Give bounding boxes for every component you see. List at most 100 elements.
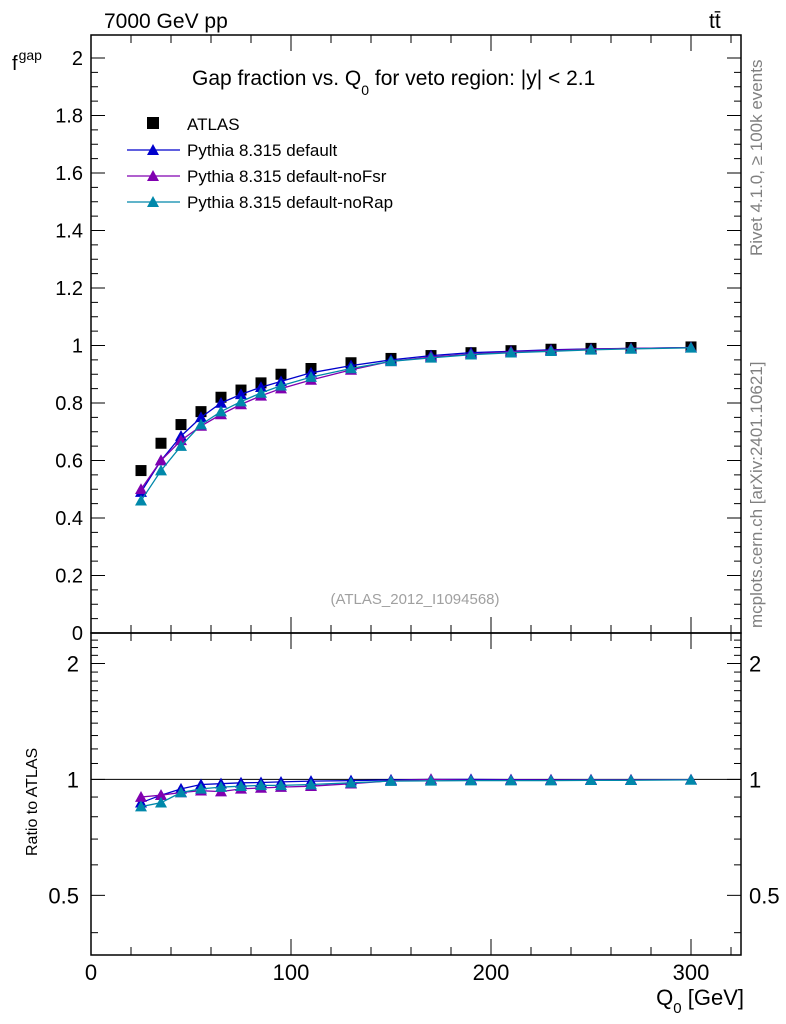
- ratio-point-noRap: [505, 774, 517, 786]
- main-y-tick-label: 0.2: [55, 566, 83, 588]
- main-point-noRap: [685, 341, 697, 353]
- source-label: mcplots.cern.ch [arXiv:2401.10621]: [747, 362, 766, 628]
- main-point-noRap: [155, 464, 167, 476]
- ratio-panel: 0.5 0.5 1 1 2 2 0 100 200 300 Ratio to ATLAS Q0 […: [24, 632, 780, 1017]
- main-y-tick-label: 0.8: [55, 393, 83, 415]
- main-point-atlas: [175, 419, 187, 431]
- ratio-y-tick-label-right: 2: [749, 651, 761, 676]
- ratio-point-noRap: [625, 774, 637, 786]
- ratio-point-noRap: [215, 781, 227, 792]
- main-point-noRap: [385, 355, 397, 367]
- main-point-noFsr: [155, 454, 167, 466]
- main-point-noRap: [255, 386, 267, 398]
- x-tick-label: 200: [473, 960, 510, 985]
- ratio-point-noRap: [305, 778, 317, 790]
- ratio-point-noRap: [385, 775, 397, 786]
- main-y-tick-label: 1: [72, 336, 83, 358]
- main-y-tick-label: 0.6: [55, 451, 83, 473]
- ratio-point-noRap: [685, 773, 697, 785]
- main-point-noRap: [215, 405, 227, 417]
- ratio-point-noRap: [545, 774, 557, 786]
- main-point-noRap: [465, 348, 477, 360]
- main-point-default: [195, 411, 207, 423]
- main-point-noRap: [195, 418, 207, 430]
- energy-label: 7000 GeV pp: [104, 10, 228, 33]
- main-point-default: [255, 381, 267, 392]
- main-series: [135, 341, 697, 506]
- legend-entry-default: Pythia 8.315 default: [127, 141, 338, 160]
- legend-marker-default: [147, 144, 159, 155]
- ratio-point-noRap: [425, 774, 437, 786]
- main-series-noRap: [135, 341, 697, 506]
- main-point-noRap: [235, 395, 247, 407]
- ratio-point-noRap: [345, 776, 357, 788]
- main-point-noRap: [425, 351, 437, 363]
- main-series-noFsr: [135, 341, 697, 495]
- legend: ATLAS Pythia 8.315 default Pythia 8.315 …: [127, 115, 393, 212]
- legend-label-norap: Pythia 8.315 default-noRap: [187, 193, 393, 212]
- main-y-tick-label: 1.2: [55, 278, 83, 300]
- main-line-default: [140, 346, 692, 493]
- ratio-y-tick-label-left: 1: [67, 767, 79, 792]
- x-tick-label: 0: [85, 960, 97, 985]
- ratio-point-noRap: [195, 782, 207, 794]
- ratio-y-tick-label-right: 0.5: [749, 883, 780, 908]
- ratio-series: [135, 773, 697, 812]
- main-point-atlas: [155, 437, 167, 449]
- x-tick-label: 100: [273, 960, 310, 985]
- ratio-y-axis-label: Ratio to ATLAS: [24, 748, 41, 856]
- main-point-atlas: [135, 465, 147, 477]
- legend-label-atlas: ATLAS: [187, 115, 240, 134]
- ratio-point-noRap: [135, 800, 147, 812]
- ratio-point-noRap: [155, 796, 167, 808]
- main-y-tick-label: 1.8: [55, 106, 83, 128]
- ratio-point-noFsr: [155, 789, 167, 800]
- x-tick-label: 300: [673, 960, 710, 985]
- legend-entry-nofsr: Pythia 8.315 default-noFsr: [127, 167, 387, 186]
- ratio-point-noRap: [275, 779, 287, 791]
- main-y-tick-label: 0: [72, 623, 83, 645]
- main-point-noRap: [305, 371, 317, 382]
- main-ticks: 0 0.2 0.4 0.6 0.8 1 1.2 1.4 1.6 1.8 2: [55, 35, 741, 645]
- main-point-noRap: [175, 440, 187, 451]
- main-point-noRap: [135, 494, 147, 506]
- main-point-default: [235, 388, 247, 400]
- legend-marker-atlas: [147, 117, 159, 129]
- analysis-watermark: (ATLAS_2012_I1094568): [330, 591, 499, 608]
- ratio-ticks: 0.5 0.5 1 1 2 2 0 100 200 300: [48, 633, 780, 985]
- main-y-tick-label: 1.4: [55, 221, 83, 243]
- main-point-atlas: [275, 368, 287, 380]
- main-y-axis-label: fgap: [12, 47, 42, 75]
- legend-label-default: Pythia 8.315 default: [187, 141, 338, 160]
- ratio-frame: [90, 632, 742, 956]
- main-point-default: [215, 397, 227, 408]
- ratio-point-noRap: [175, 786, 187, 798]
- main-point-noRap: [585, 343, 597, 355]
- rivet-version-label: Rivet 4.1.0, ≥ 100k events: [747, 60, 766, 256]
- main-point-noRap: [545, 345, 557, 357]
- main-point-noRap: [505, 346, 517, 358]
- ratio-point-noFsr: [135, 791, 147, 802]
- main-y-tick-label: 2: [72, 48, 83, 70]
- ratio-y-tick-label-left: 0.5: [48, 883, 79, 908]
- ratio-point-noRap: [255, 779, 267, 791]
- ratio-series-noRap: [135, 773, 697, 812]
- ratio-point-noRap: [235, 780, 247, 792]
- main-point-noFsr: [135, 483, 147, 495]
- x-axis-label: Q0 [GeV]: [656, 985, 744, 1017]
- main-panel: 0 0.2 0.4 0.6 0.8 1 1.2 1.4 1.6 1.8 2 Gap fraction…: [12, 34, 742, 645]
- legend-entry-atlas: ATLAS: [147, 115, 240, 134]
- process-label: tt̄: [709, 10, 721, 33]
- legend-label-nofsr: Pythia 8.315 default-noFsr: [187, 167, 387, 186]
- main-line-noRap: [140, 347, 692, 502]
- main-y-tick-label: 1.6: [55, 163, 83, 185]
- main-title: Gap fraction vs. Q0 for veto region: |y|…: [192, 67, 595, 98]
- main-point-noRap: [345, 362, 357, 374]
- legend-marker-norap: [147, 196, 159, 207]
- main-y-tick-label: 0.4: [55, 508, 83, 530]
- ratio-point-noRap: [585, 774, 597, 786]
- legend-marker-nofsr: [147, 170, 159, 181]
- legend-entry-norap: Pythia 8.315 default-noRap: [127, 193, 393, 212]
- main-point-noRap: [275, 379, 287, 391]
